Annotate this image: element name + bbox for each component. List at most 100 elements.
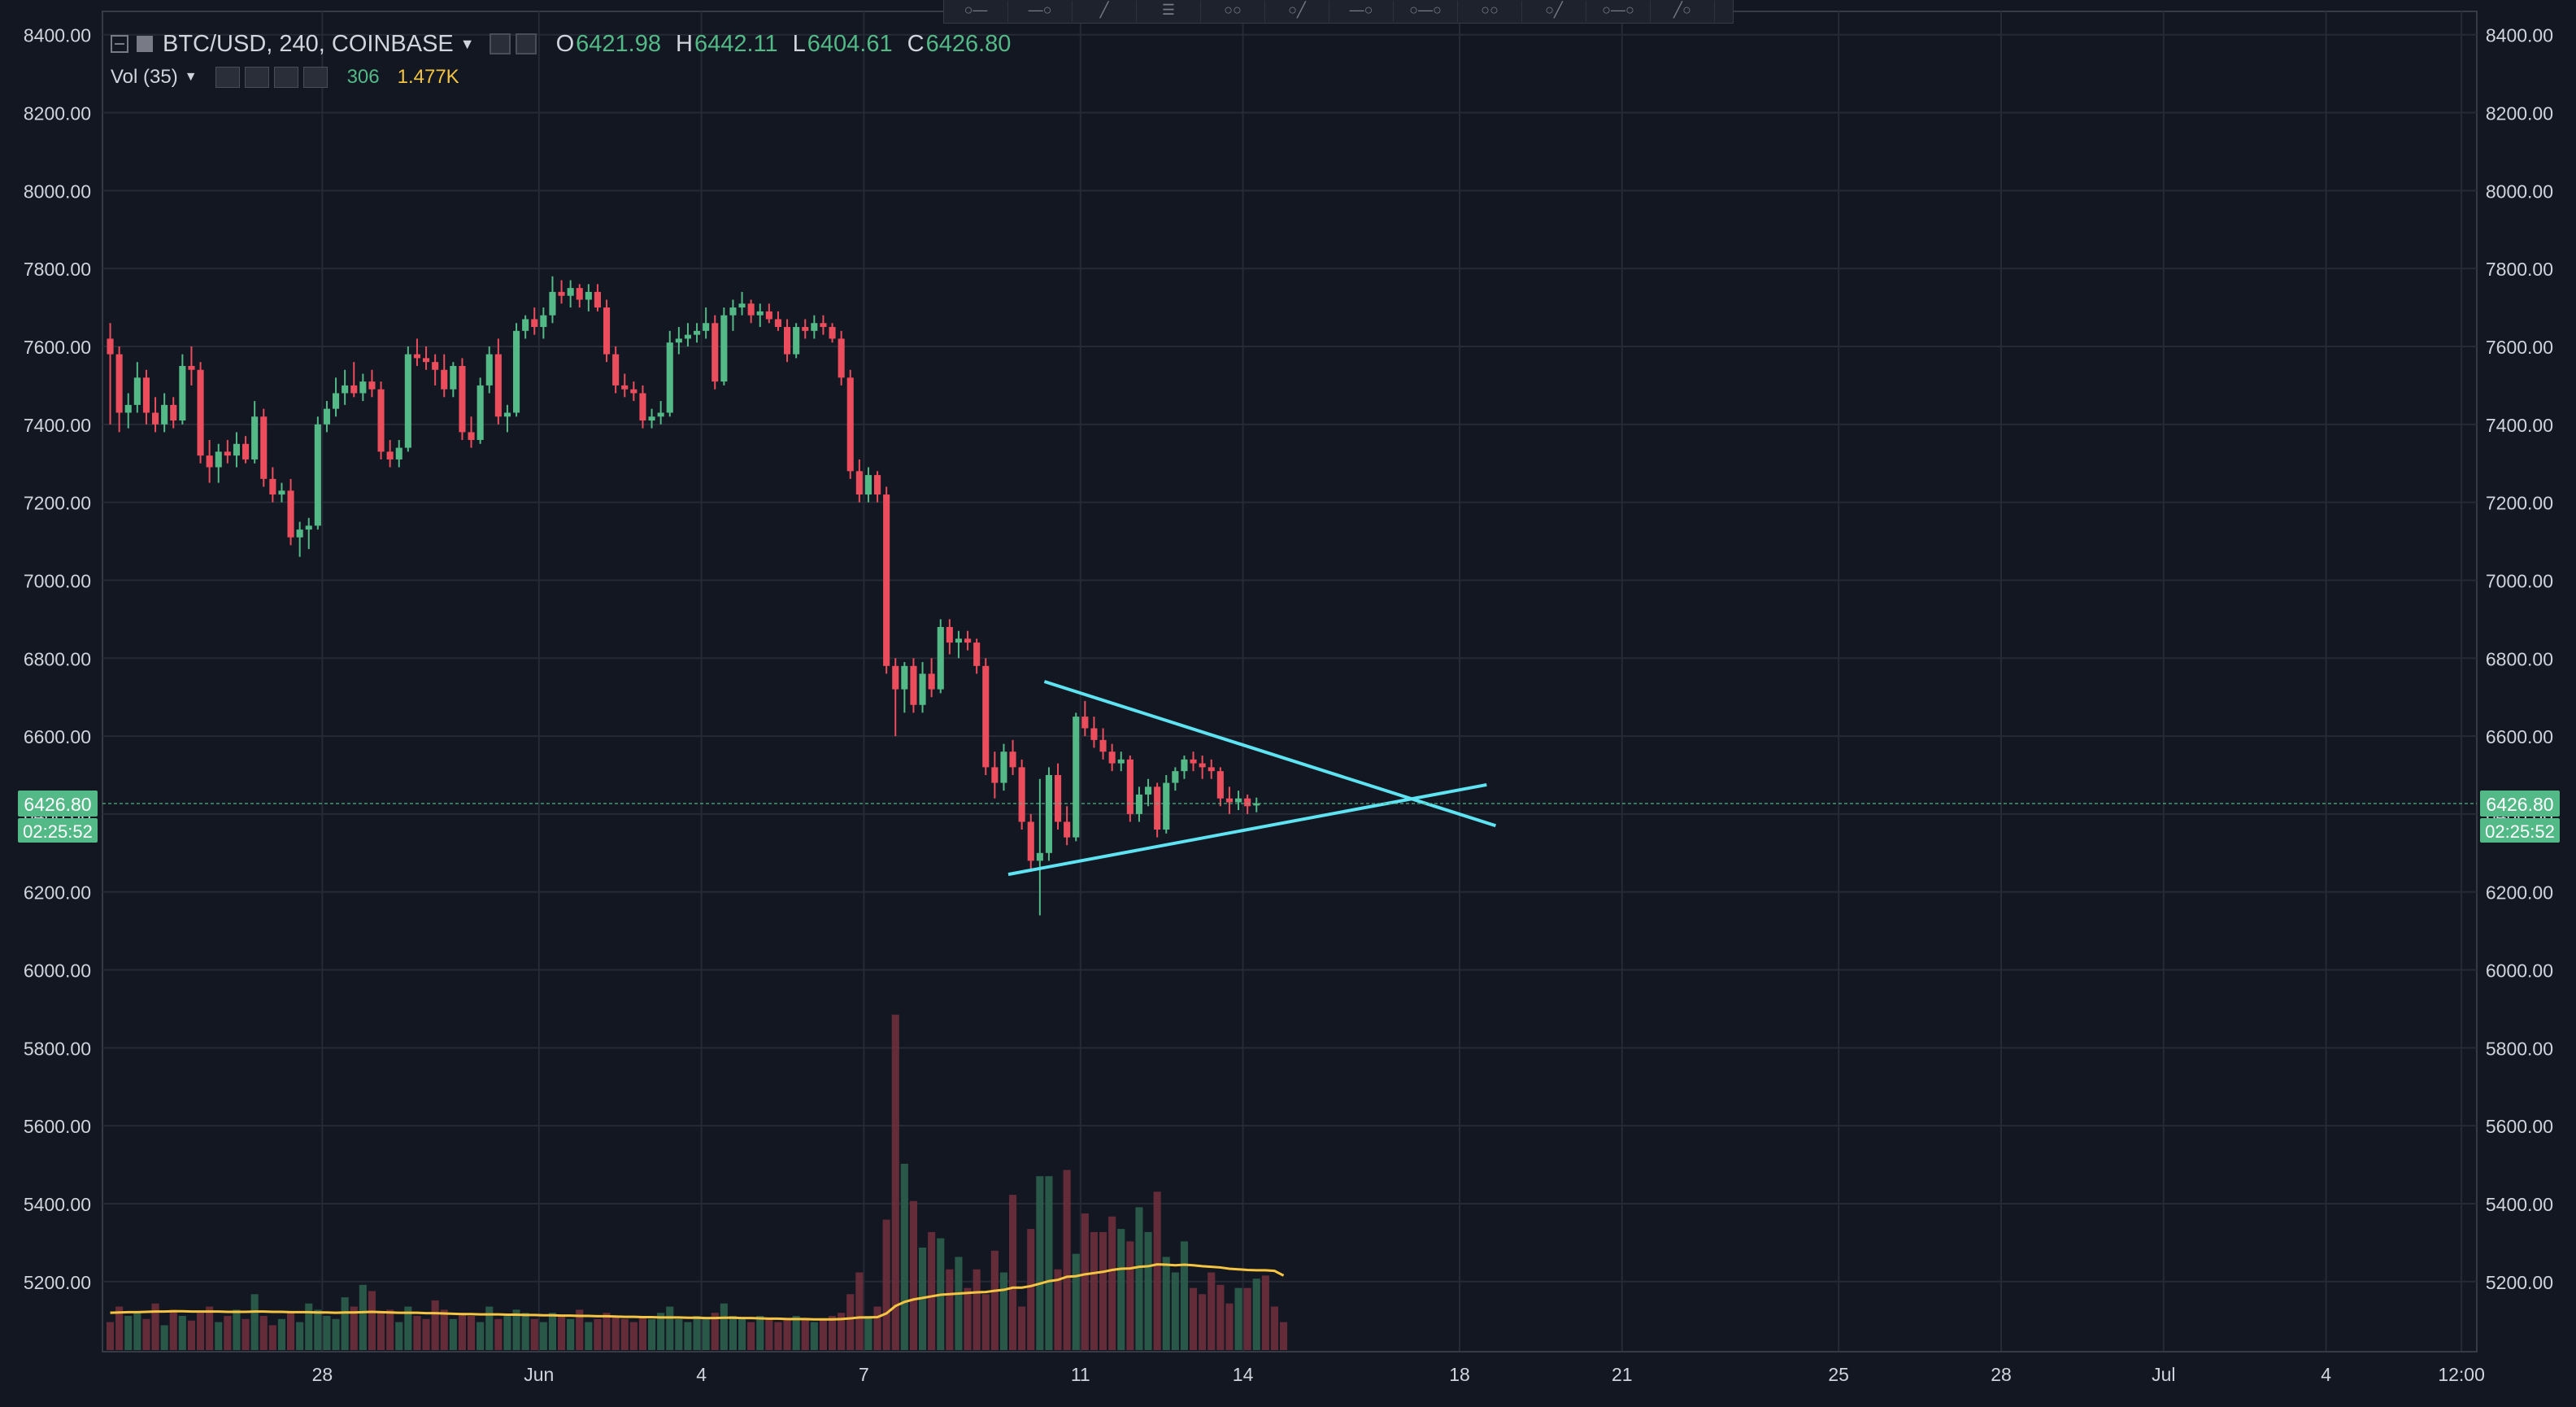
tool-6-icon[interactable]: ○╱ <box>1265 1 1329 22</box>
volume-bar <box>638 1316 646 1350</box>
candle-body <box>621 385 629 390</box>
tool-10-icon[interactable]: ○╱ <box>1522 1 1586 22</box>
tool-11-icon[interactable]: ○—○ <box>1586 1 1651 22</box>
volume-bar <box>1135 1207 1143 1350</box>
volume-bar <box>576 1309 584 1350</box>
y-tick-label-right: 6200.00 <box>2486 882 2553 904</box>
candle-body <box>395 447 402 460</box>
volume-bar <box>1162 1257 1170 1350</box>
volume-close-icon[interactable] <box>302 67 328 88</box>
tool-4-icon[interactable]: ☰ <box>1137 1 1201 22</box>
volume-study-label[interactable]: Vol (35) <box>111 66 178 88</box>
settings-icon[interactable] <box>515 33 537 54</box>
candle-body <box>377 389 385 452</box>
candle-body <box>1027 821 1034 861</box>
candle-body <box>784 327 791 355</box>
candle-body <box>1126 759 1134 814</box>
tool-1-icon[interactable]: ○— <box>944 1 1008 22</box>
volume-bar <box>666 1306 674 1350</box>
volume-bar <box>702 1318 710 1350</box>
eye-icon[interactable] <box>489 33 511 54</box>
candle-body <box>855 471 863 495</box>
candle-body <box>170 404 177 421</box>
candle-body <box>1163 782 1170 830</box>
candle-body <box>404 354 411 448</box>
candle-body <box>323 408 330 425</box>
candle-body <box>585 291 592 300</box>
candle-body <box>287 490 294 538</box>
volume-bar <box>377 1313 385 1350</box>
tool-5-icon[interactable]: ○○ <box>1201 1 1265 22</box>
candle-body <box>1244 798 1251 807</box>
volume-legend: Vol (35) ▼ 306 1.477K <box>111 63 459 91</box>
candle-body <box>846 377 854 472</box>
volume-eye-icon[interactable] <box>215 67 240 88</box>
candle-body <box>738 303 746 308</box>
tool-9-icon[interactable]: ○○ <box>1458 1 1522 22</box>
volume-bar <box>305 1303 313 1350</box>
chevron-down-icon[interactable]: ▼ <box>459 35 475 52</box>
y-tick-label-right: 5200.00 <box>2486 1272 2553 1293</box>
volume-bar <box>485 1306 494 1350</box>
candle-body <box>224 451 231 456</box>
candle-body <box>901 665 908 690</box>
volume-bar <box>747 1322 755 1350</box>
volume-settings-icon[interactable] <box>244 67 269 88</box>
y-tick-label-right: 7000.00 <box>2486 570 2553 591</box>
y-tick-label-left: 7000.00 <box>24 570 91 591</box>
volume-bar <box>1144 1231 1152 1350</box>
volume-bar <box>1280 1322 1288 1350</box>
x-tick-label: Jul <box>2152 1364 2175 1385</box>
volume-bar <box>891 1014 899 1350</box>
candle-body <box>1117 759 1125 764</box>
y-tick-label-left: 5800.00 <box>24 1038 91 1059</box>
volume-bar <box>1099 1231 1107 1350</box>
symbol-label[interactable]: BTC/USD, 240, COINBASE <box>163 30 454 57</box>
volume-bar <box>756 1316 764 1350</box>
high-value: 6442.11 <box>694 30 778 57</box>
candle-body <box>910 665 917 705</box>
tool-2-icon[interactable]: —○ <box>1008 1 1073 22</box>
tool-12-icon[interactable]: ╱○ <box>1651 1 1715 22</box>
candle-body <box>747 303 755 316</box>
volume-bar <box>846 1294 855 1350</box>
y-tick-label-right: 5800.00 <box>2486 1038 2553 1059</box>
volume-bar <box>287 1313 295 1350</box>
tool-8-icon[interactable]: ○—○ <box>1394 1 1458 22</box>
volume-bar <box>1190 1287 1198 1350</box>
volume-bar <box>594 1318 602 1350</box>
volume-bar <box>1208 1272 1216 1350</box>
candle-body <box>350 385 358 394</box>
candle-body <box>107 338 114 355</box>
volume-bar <box>250 1294 259 1350</box>
candle-body <box>1018 767 1025 822</box>
volume-bar <box>620 1318 629 1350</box>
price-badge-text-left: 6426.80 <box>24 794 91 815</box>
x-tick-label: 4 <box>2321 1364 2331 1385</box>
y-tick-label-left: 6600.00 <box>24 726 91 747</box>
y-tick-label-left: 7400.00 <box>24 415 91 436</box>
volume-bar <box>981 1294 990 1350</box>
volume-bar <box>530 1318 538 1350</box>
collapse-icon[interactable] <box>111 35 128 53</box>
tool-3-icon[interactable]: ╱ <box>1073 1 1137 22</box>
y-tick-label-right: 6600.00 <box>2486 726 2553 747</box>
tool-7-icon[interactable]: —○ <box>1329 1 1394 22</box>
candle-body <box>883 494 890 666</box>
volume-bar <box>829 1316 837 1350</box>
volume-bar <box>142 1318 150 1350</box>
x-tick-label: 4 <box>696 1364 707 1385</box>
volume-bar <box>494 1318 503 1350</box>
candle-body <box>197 369 204 456</box>
volume-bar <box>1072 1253 1080 1350</box>
y-tick-label-right: 5400.00 <box>2486 1194 2553 1215</box>
volume-add-icon[interactable] <box>273 67 298 88</box>
candle-body <box>359 381 367 394</box>
volume-chevron-down-icon[interactable]: ▼ <box>184 70 198 84</box>
volume-bar <box>1153 1191 1161 1350</box>
candle-body <box>811 323 818 331</box>
volume-bar <box>657 1313 665 1350</box>
volume-bar <box>169 1309 177 1350</box>
y-tick-label-right: 8400.00 <box>2486 25 2553 46</box>
